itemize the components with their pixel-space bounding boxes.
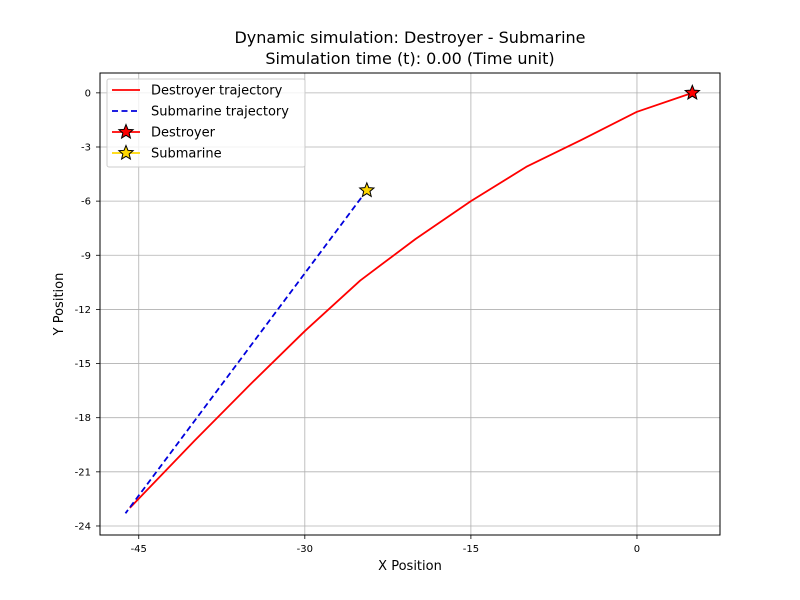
y-tick-label: -18	[75, 413, 91, 424]
y-tick-label: -15	[75, 359, 91, 370]
y-tick-label: -3	[81, 142, 91, 153]
chart-title-line1: Dynamic simulation: Destroyer - Submarin…	[234, 28, 585, 47]
marker-submarine	[358, 181, 376, 198]
y-tick-label: -9	[81, 251, 91, 262]
y-tick-label: -24	[75, 521, 91, 532]
x-axis-ticks: -45 -30 -15 0	[131, 535, 640, 555]
plot-area-frame	[99, 72, 721, 536]
chart-title-line2: Simulation time (t): 0.00 (Time unit)	[265, 49, 554, 68]
legend-label: Destroyer	[151, 126, 216, 141]
y-tick-label: -21	[75, 467, 91, 478]
legend-star-submarine	[117, 144, 135, 161]
y-axis-ticks: 0 -3 -6 -9 -12 -15 -18 -21 -24	[75, 88, 100, 532]
legend-star-destroyer	[117, 123, 135, 140]
legend: Destroyer trajectory Submarine trajectory…	[106, 78, 306, 168]
x-axis-label: X Position	[378, 559, 442, 574]
y-tick-label: -6	[81, 197, 91, 208]
grid	[100, 73, 720, 535]
x-tick-label: 0	[634, 544, 640, 555]
series-line-submarine-trajectory	[124, 189, 368, 514]
x-tick-label: -15	[463, 544, 479, 555]
series-line-destroyer-trajectory	[129, 91, 693, 509]
series-layer	[124, 91, 693, 514]
x-tick-label: -30	[297, 544, 313, 555]
y-tick-label: -12	[75, 305, 91, 316]
marker-layer	[358, 84, 701, 198]
y-axis-label: Y Position	[52, 273, 67, 337]
y-tick-label: 0	[85, 88, 91, 99]
legend-label: Submarine trajectory	[151, 105, 289, 120]
legend-label: Submarine	[151, 147, 222, 162]
x-tick-label: -45	[131, 544, 147, 555]
legend-label: Destroyer trajectory	[151, 84, 283, 99]
marker-destroyer	[683, 84, 701, 101]
legend-box	[106, 78, 306, 168]
